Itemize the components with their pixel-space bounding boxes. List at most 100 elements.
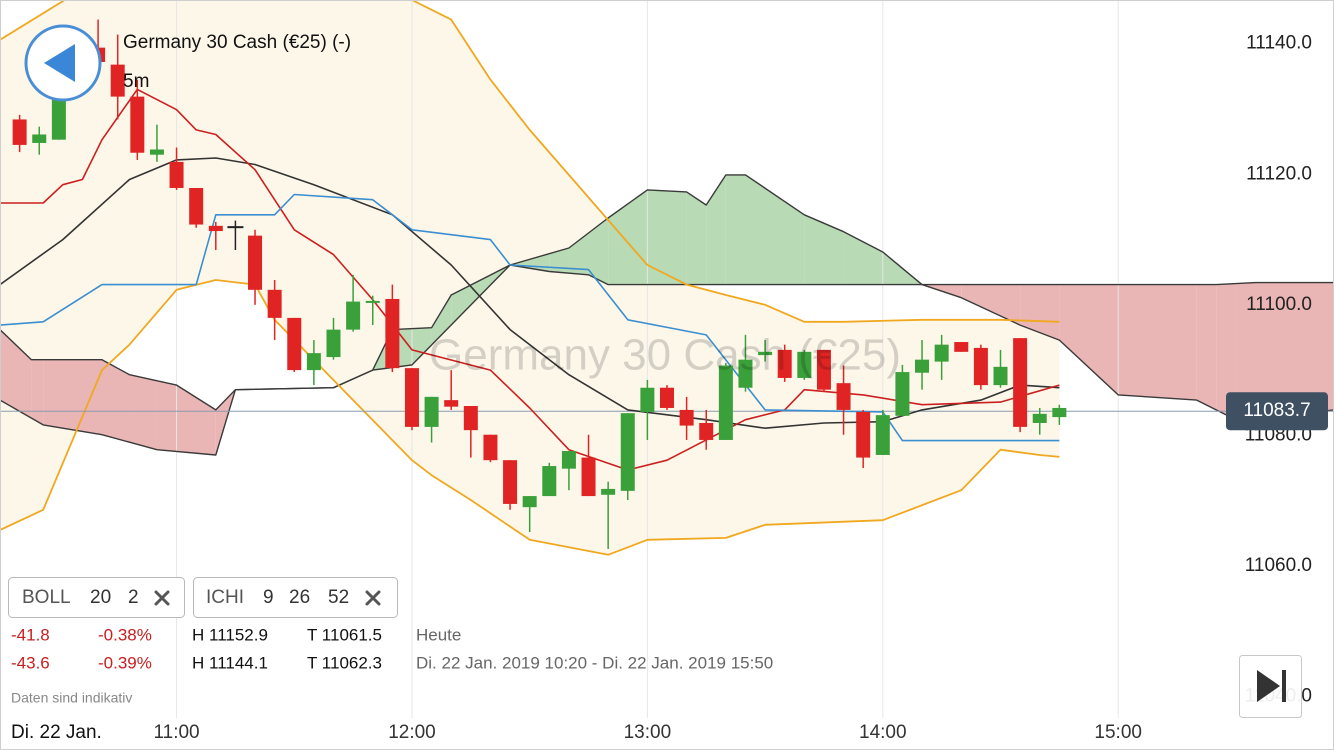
candle-body (856, 411, 871, 458)
plot-area: Germany 30 Cash (€25) (0, 0, 1334, 718)
indicator-name: BOLL (22, 587, 71, 608)
cloud-fill (961, 284, 1021, 326)
candle-body (503, 460, 518, 504)
candle-body (287, 317, 302, 371)
indicator-param: 9 (263, 587, 274, 608)
x-tick-label: 14:00 (859, 722, 907, 743)
x-tick-label: 11:00 (153, 722, 199, 743)
y-tick-label: 11120.0 (1246, 163, 1312, 184)
candle-body (12, 119, 27, 145)
low: T 11061.5 (307, 625, 382, 644)
cloud-span-a (0, 174, 1334, 456)
candle-body (836, 383, 851, 410)
indicator-chip[interactable] (193, 577, 398, 618)
change: -41.8 (11, 625, 50, 644)
candle-body (679, 409, 694, 426)
cloud-fill (129, 374, 157, 450)
cloud-fill (725, 174, 746, 285)
candle-body (915, 359, 930, 373)
bollinger-upper (0, 0, 1060, 323)
period: Di. 22 Jan. 2019 10:20 - Di. 22 Jan. 201… (416, 653, 773, 672)
candle-body (973, 347, 988, 386)
candle-body (248, 235, 263, 290)
y-tick-label: 11100.0 (1246, 294, 1312, 315)
candle-body (758, 351, 773, 356)
candle-body (816, 349, 831, 390)
back-icon (44, 44, 75, 82)
indicator-param: 26 (289, 587, 310, 608)
candle-body (51, 99, 66, 140)
candle-body (1052, 407, 1067, 418)
interval-label: 5m (123, 71, 149, 92)
indicator-line (0, 88, 1060, 471)
cloud-fill (156, 380, 177, 452)
candle-body (189, 187, 204, 225)
candle-body (954, 342, 969, 352)
change-percent: -0.39% (98, 653, 152, 672)
candle-body (993, 366, 1008, 386)
cloud-fill (176, 385, 216, 455)
candle-body (777, 349, 792, 378)
high: H 11152.9 (192, 625, 268, 644)
candle-body (640, 387, 655, 412)
candle-body (385, 298, 400, 369)
candle-body (699, 422, 714, 440)
x-tick-label: 13:00 (624, 722, 672, 743)
candle-body (542, 466, 557, 497)
cloud-fill (568, 233, 589, 275)
cloud-fill (686, 191, 707, 285)
candle-body (895, 372, 910, 416)
cloud-fill (411, 327, 432, 365)
candle-body (227, 226, 244, 229)
candle-body (463, 406, 478, 431)
cloud-fill (1020, 284, 1060, 341)
candle-body (444, 400, 459, 407)
candle-body (110, 64, 125, 97)
indicator-name: ICHI (206, 587, 244, 608)
change-percent: -0.38% (98, 625, 152, 644)
cloud-fill (588, 218, 609, 285)
cloud-fill (31, 359, 44, 425)
price-tag-label: 11083.7 (1243, 400, 1310, 421)
candle-body (267, 289, 282, 318)
candle-body (130, 96, 145, 153)
period: Heute (416, 625, 461, 644)
bollinger-band-fill (0, 0, 1060, 555)
cloud-fill (706, 174, 726, 285)
cloud-span-b (0, 264, 1334, 411)
candle-body (483, 434, 498, 461)
remove-indicator[interactable] (154, 590, 170, 606)
indicator-chip[interactable] (8, 577, 185, 618)
date-box (1, 718, 128, 749)
candle-body (208, 225, 223, 232)
candle-body (1032, 413, 1047, 423)
chart-title: Germany 30 Cash (€25) (-) (123, 32, 351, 53)
y-tick-label: 11140.0 (1246, 33, 1312, 54)
remove-indicator[interactable] (365, 590, 381, 606)
high: H 11144.1 (192, 653, 268, 672)
indicator-param: 20 (90, 587, 111, 608)
candle-body (169, 161, 184, 188)
candle-body (738, 359, 753, 388)
indicator-line (0, 193, 1060, 442)
cloud-fill (1235, 282, 1256, 420)
cloud-fill (1196, 284, 1217, 410)
bollinger-lower (0, 279, 1060, 556)
cloud-fill (745, 174, 805, 285)
y-tick-label: 11060.0 (1245, 555, 1312, 576)
cloud-fill (0, 329, 32, 419)
watermark: Germany 30 Cash (€25) (429, 331, 901, 380)
cloud-fill (431, 295, 452, 345)
candle-body (424, 396, 439, 427)
date-label: Di. 22 Jan. (11, 722, 102, 743)
cloud-fill (608, 189, 648, 285)
candle-body (522, 496, 537, 508)
candle-body (1013, 338, 1028, 427)
candle-body (346, 301, 361, 330)
candle-body (718, 365, 733, 440)
candle-body (581, 457, 596, 497)
candle-body (326, 329, 341, 358)
candle-body (149, 149, 164, 155)
indicator-param: 52 (328, 587, 349, 608)
candle-body (660, 387, 674, 408)
